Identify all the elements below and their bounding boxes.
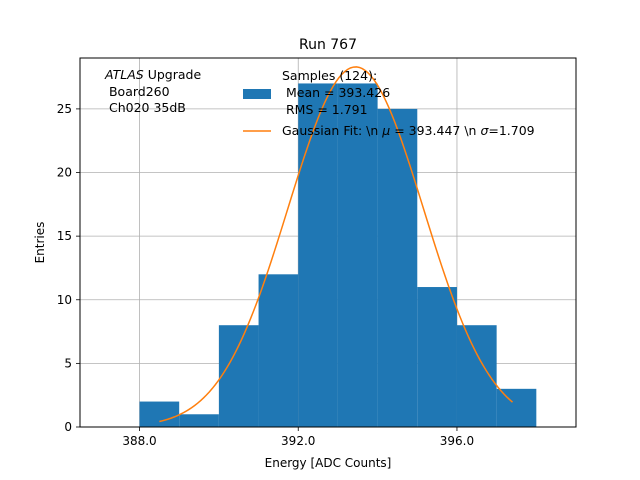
legend-fit-label: Gaussian Fit: \n μ = 393.447 \n σ=1.709: [282, 123, 535, 138]
histogram-bar: [139, 401, 180, 427]
y-tick-label: 10: [57, 293, 72, 307]
histogram-bar: [298, 83, 338, 427]
axes-frame: [79, 57, 577, 428]
histogram-bar: [258, 274, 299, 427]
histogram-bar: [496, 388, 537, 427]
upgrade-label: Upgrade: [144, 67, 202, 82]
ticks-layer: 388.0 392.0 396.0 0 5 10 15 20 25: [57, 102, 474, 448]
histogram-bar: [417, 287, 457, 427]
y-tick-label: 20: [57, 166, 72, 180]
atlas-label: ATLAS: [104, 67, 144, 82]
legend-samples-swatch: [243, 89, 271, 99]
histogram-bar: [377, 108, 418, 428]
annotation-line-1: ATLAS Upgrade: [104, 67, 201, 82]
histogram-bars: [139, 83, 537, 428]
legend-fit-suffix: =1.709: [488, 123, 534, 138]
legend-fit-mu: μ: [381, 123, 390, 138]
y-axis-label: Entries: [33, 222, 47, 264]
y-tick-label: 5: [64, 356, 72, 370]
x-tick-label: 392.0: [281, 434, 315, 448]
gaussian-fit-line: [159, 66, 514, 423]
x-tick-label: 388.0: [122, 434, 156, 448]
x-tick-label: 396.0: [440, 434, 474, 448]
histogram-bar: [179, 414, 219, 427]
atlas-annotation: ATLAS Upgrade Board260 Ch020 35dB: [104, 67, 201, 115]
chart-title: Run 767: [299, 37, 357, 53]
y-tick-label: 15: [57, 229, 72, 243]
annotation-channel: Ch020 35dB: [105, 100, 186, 115]
legend-fit-prefix: Gaussian Fit: \n: [282, 123, 382, 138]
fit-layer: [159, 66, 514, 423]
legend-fit-mid: = 393.447 \n: [390, 123, 480, 138]
y-tick-label: 0: [64, 420, 72, 434]
annotation-board: Board260: [105, 84, 170, 99]
legend: Samples (124): Mean = 393.426 RMS = 1.79…: [243, 68, 535, 138]
histogram-bar: [337, 83, 378, 427]
legend-samples-rms: RMS = 1.791: [282, 102, 368, 117]
legend-samples-label: Samples (124):: [282, 68, 377, 83]
legend-samples-mean: Mean = 393.426: [282, 85, 390, 100]
x-axis-label: Energy [ADC Counts]: [265, 456, 392, 470]
y-tick-label: 25: [57, 102, 72, 116]
histogram-bar: [218, 325, 259, 427]
legend-fit-sigma: σ: [480, 123, 489, 138]
